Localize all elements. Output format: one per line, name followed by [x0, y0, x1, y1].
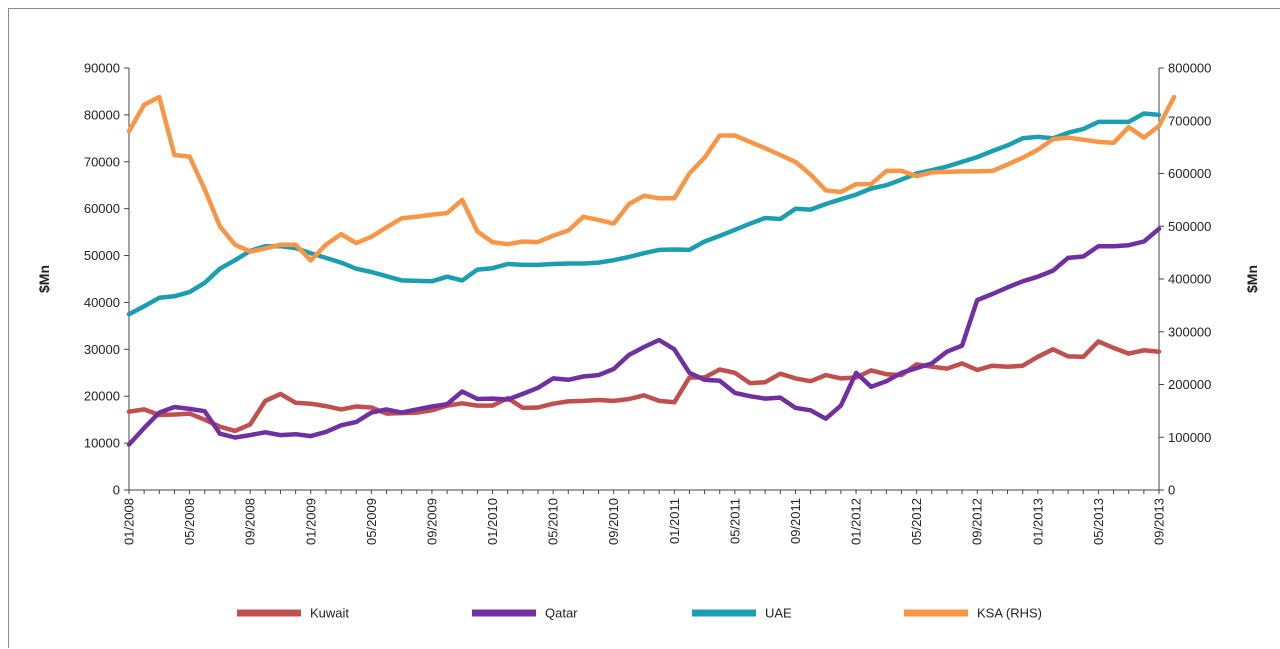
right-y-tick-label: 0: [1168, 483, 1175, 498]
right-y-tick-label: 300000: [1168, 324, 1211, 339]
left-y-tick-label: 40000: [84, 295, 120, 310]
series-line-uae: [126, 111, 1162, 317]
series-line-qatar: [126, 226, 1162, 447]
series-line-kuwait: [126, 339, 1162, 434]
chart-frame: 0 10000 20000 30000 40000 50000 60000 70000 8000…: [8, 8, 1280, 648]
x-tick-label: 09/2012: [970, 498, 985, 545]
left-y-tick-label: 0: [113, 483, 120, 498]
x-tick-label: 09/2011: [788, 498, 803, 544]
left-y-tick-label: 50000: [84, 248, 120, 263]
left-y-tick-label: 10000: [84, 436, 120, 451]
x-tick-label: 09/2013: [1152, 498, 1167, 545]
x-tick-label: 01/2013: [1030, 498, 1045, 545]
x-tick-label: 01/2010: [485, 498, 500, 545]
line-chart: 0 10000 20000 30000 40000 50000 60000 70000 8000…: [36, 61, 1260, 621]
legend-label-kuwait: Kuwait: [310, 606, 349, 621]
series-line-ksa-rhs: [126, 94, 1177, 263]
right-y-tick-label: 600000: [1168, 166, 1211, 181]
left-y-tick-label: 20000: [84, 389, 120, 404]
right-axis-title: $Mn: [1244, 265, 1260, 293]
x-tick-label: 09/2008: [243, 498, 258, 545]
left-axis-title: $Mn: [36, 265, 52, 293]
x-tick-label: 01/2008: [122, 498, 137, 545]
right-y-tick-label: 400000: [1168, 272, 1211, 287]
x-tick-label: 01/2012: [849, 498, 864, 545]
left-y-tick-label: 70000: [84, 154, 120, 169]
left-y-tick-label: 90000: [84, 61, 120, 76]
left-y-tick-label: 30000: [84, 342, 120, 357]
right-y-tick-label: 200000: [1168, 377, 1211, 392]
left-y-tick-label: 60000: [84, 201, 120, 216]
x-tick-label: 05/2013: [1091, 498, 1106, 545]
left-y-tick-label: 80000: [84, 107, 120, 122]
x-tick-label: 09/2009: [424, 498, 439, 545]
x-tick-label: 05/2010: [546, 498, 561, 545]
legend-label-ksa-rhs: KSA (RHS): [977, 606, 1042, 621]
x-tick-label: 05/2009: [364, 498, 379, 545]
legend-label-qatar: Qatar: [545, 606, 578, 621]
x-tick-label: 01/2009: [303, 498, 318, 545]
right-y-tick-label: 800000: [1168, 61, 1211, 76]
right-y-tick-label: 100000: [1168, 430, 1211, 445]
x-tick-label: 05/2008: [182, 498, 197, 545]
x-tick-label: 09/2010: [606, 498, 621, 545]
legend-label-uae: UAE: [765, 606, 792, 621]
right-y-tick-label: 700000: [1168, 113, 1211, 128]
right-y-tick-label: 500000: [1168, 219, 1211, 234]
x-tick-label: 05/2012: [909, 498, 924, 545]
x-tick-label: 05/2011: [727, 498, 742, 544]
x-tick-label: 01/2011: [667, 498, 682, 544]
